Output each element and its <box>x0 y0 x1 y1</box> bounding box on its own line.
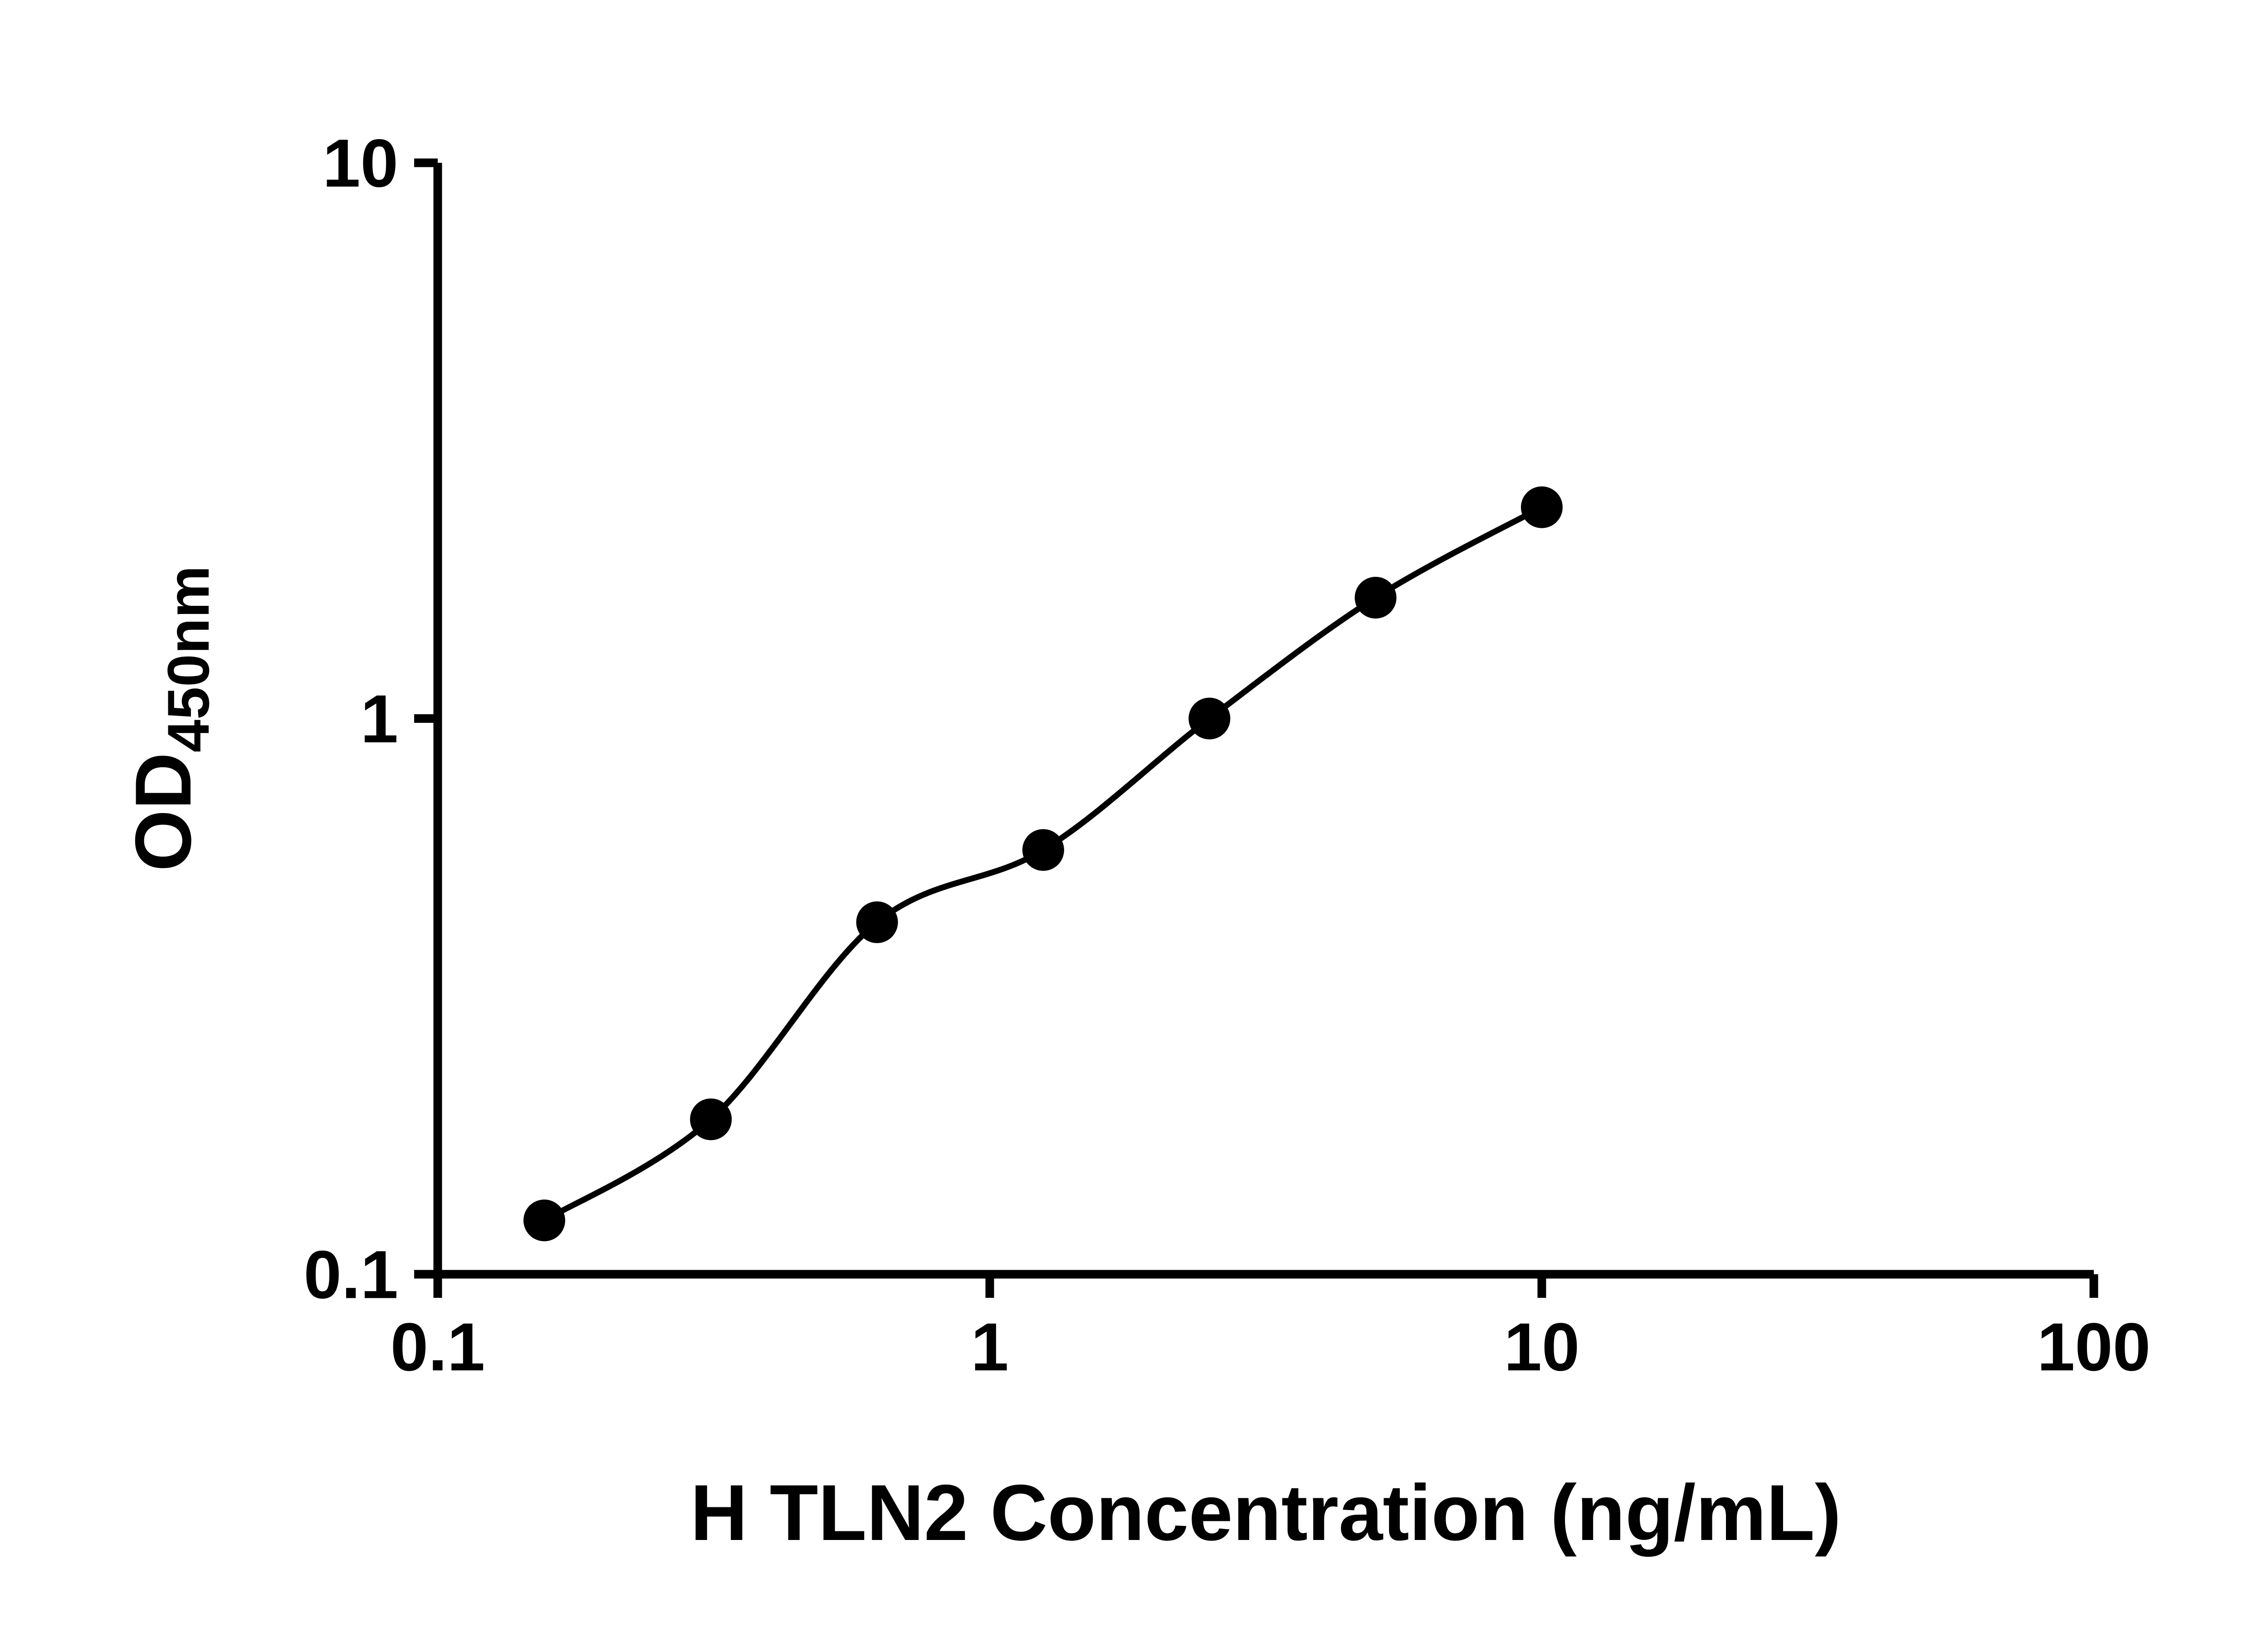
chart-svg: 0.1 1 10 100 0.1 1 10 H TLN2 Concentration (ng/… <box>119 125 2151 1558</box>
data-point <box>1188 697 1231 740</box>
y-tick-label: 10 <box>323 125 398 201</box>
data-point <box>1521 486 1563 528</box>
data-point <box>1354 577 1397 619</box>
y-axis-title-main: OD <box>119 752 208 872</box>
x-tick-label: 1 <box>971 1309 1008 1385</box>
y-axis-title-subscript: 450nm <box>155 565 221 752</box>
x-tick-label: 10 <box>1504 1309 1580 1385</box>
elisa-standard-curve-figure: 0.1 1 10 100 0.1 1 10 H TLN2 Concentration (ng/… <box>18 7 2268 1640</box>
x-axis-title: H TLN2 Concentration (ng/mL) <box>690 1469 1841 1557</box>
axis-spines <box>433 163 2094 1279</box>
data-point <box>690 1098 732 1140</box>
data-point <box>856 901 898 943</box>
x-tick-label: 100 <box>2037 1309 2151 1385</box>
data-point <box>523 1199 565 1242</box>
y-tick-label: 1 <box>361 681 398 757</box>
y-tick-label: 0.1 <box>303 1237 398 1313</box>
data-point <box>1022 829 1064 871</box>
y-axis-title: OD450nm <box>119 565 221 871</box>
x-tick-label: 0.1 <box>391 1309 485 1385</box>
